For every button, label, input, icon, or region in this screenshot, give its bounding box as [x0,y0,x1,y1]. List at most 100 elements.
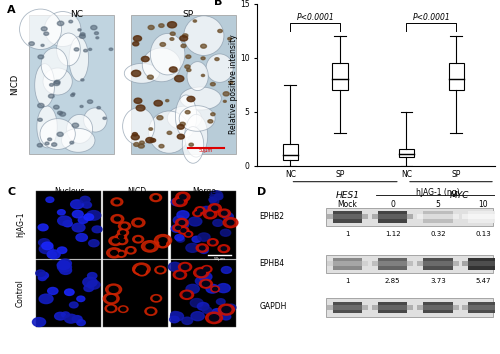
Text: 3.73: 3.73 [430,278,446,284]
Circle shape [212,309,223,316]
Circle shape [200,206,212,215]
Text: 0.32: 0.32 [430,231,446,237]
Circle shape [202,74,204,76]
Circle shape [198,302,209,310]
Circle shape [140,141,144,144]
Circle shape [92,226,102,233]
Circle shape [118,235,124,239]
Circle shape [82,202,92,208]
Circle shape [72,210,83,218]
Circle shape [149,128,152,130]
Circle shape [148,309,154,314]
Circle shape [132,133,138,136]
Circle shape [54,81,60,86]
Circle shape [104,293,119,304]
Bar [468,302,498,313]
Circle shape [29,42,34,46]
Circle shape [38,275,46,280]
Circle shape [138,144,144,148]
Circle shape [177,211,189,219]
Circle shape [86,211,101,220]
Circle shape [209,197,216,202]
Circle shape [215,58,219,61]
Circle shape [128,249,133,252]
Text: 1: 1 [346,278,350,284]
Circle shape [170,32,175,35]
Circle shape [48,94,54,98]
Circle shape [80,34,86,38]
Circle shape [150,138,156,142]
Text: GAPDH: GAPDH [260,302,287,311]
Circle shape [88,273,97,279]
Circle shape [181,44,186,47]
Bar [378,211,408,223]
Bar [372,305,414,310]
Ellipse shape [34,64,54,107]
Circle shape [58,111,62,115]
Bar [372,261,414,267]
Text: Control: Control [16,279,25,307]
Circle shape [112,239,118,243]
Circle shape [197,270,205,275]
Circle shape [58,247,67,253]
Circle shape [48,250,60,259]
Circle shape [77,320,86,326]
Circle shape [78,29,81,31]
Circle shape [186,55,191,58]
Circle shape [111,215,124,223]
Ellipse shape [184,16,224,56]
Circle shape [50,84,54,86]
Circle shape [222,314,230,320]
Circle shape [150,194,162,201]
Text: hJAG-1 (ng): hJAG-1 (ng) [416,188,460,197]
Bar [333,302,362,313]
Circle shape [182,34,188,38]
Ellipse shape [40,119,76,149]
Circle shape [222,307,231,313]
Circle shape [148,75,154,79]
Text: 5: 5 [436,200,440,209]
Circle shape [179,221,184,224]
Circle shape [157,116,163,120]
Circle shape [70,200,84,209]
Circle shape [62,312,70,317]
Text: 50μm: 50μm [199,148,213,153]
Circle shape [202,266,212,273]
Circle shape [111,198,123,206]
Circle shape [223,218,238,228]
Circle shape [168,262,181,271]
Circle shape [222,211,227,215]
Circle shape [218,245,230,252]
Circle shape [176,218,188,227]
Circle shape [191,312,204,321]
Circle shape [136,268,147,276]
Bar [448,63,464,90]
Bar [462,305,500,310]
Circle shape [204,267,210,271]
Ellipse shape [176,95,197,138]
Ellipse shape [44,12,81,46]
Circle shape [222,213,234,220]
Circle shape [133,266,145,274]
Circle shape [183,292,190,297]
Circle shape [88,48,92,50]
Text: NC: NC [70,10,83,19]
Circle shape [77,296,85,302]
Bar [417,305,459,310]
Circle shape [192,236,201,242]
Bar [170,260,235,327]
Circle shape [46,197,54,202]
Circle shape [38,224,48,231]
Text: EPHB2: EPHB2 [260,212,284,221]
Circle shape [199,272,212,281]
Circle shape [214,194,223,200]
Circle shape [57,132,63,136]
Circle shape [206,312,222,324]
Text: 1.12: 1.12 [385,231,400,237]
Text: 2.85: 2.85 [385,278,400,284]
Ellipse shape [56,33,80,66]
Text: MYC: MYC [450,192,469,200]
Circle shape [142,241,158,252]
Circle shape [155,266,166,274]
Circle shape [132,235,143,243]
